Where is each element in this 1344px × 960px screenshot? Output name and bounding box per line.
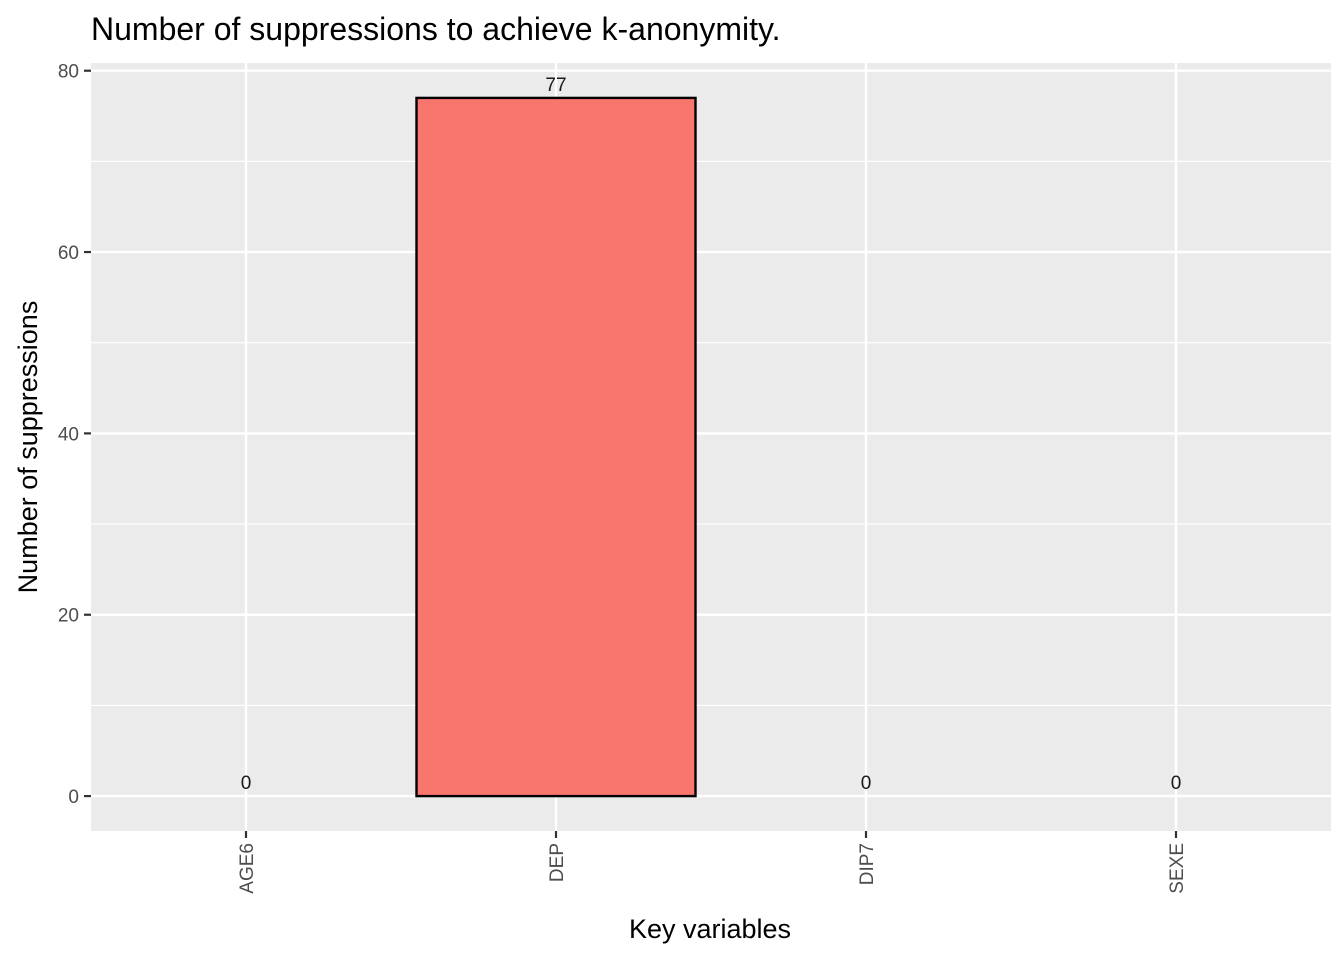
y-axis-title: Number of suppressions — [13, 301, 43, 594]
x-axis: AGE6 DEP DIP7 SEXE — [237, 831, 1188, 894]
bar-label-dep: 77 — [545, 75, 566, 96]
bar-label-age6: 0 — [241, 773, 252, 794]
y-tick-label: 60 — [58, 243, 79, 264]
bar-dep — [415, 96, 697, 798]
x-tick-label: DIP7 — [857, 843, 878, 885]
bars — [415, 96, 697, 798]
y-tick-label: 80 — [58, 62, 79, 83]
plot-panel — [91, 63, 1331, 831]
y-tick-label: 0 — [68, 787, 79, 808]
y-tick-label: 40 — [58, 424, 79, 445]
x-tick-label: SEXE — [1167, 843, 1188, 894]
x-tick-label: AGE6 — [237, 843, 258, 894]
y-tick-label: 20 — [58, 606, 79, 627]
x-tick-label: DEP — [547, 843, 568, 882]
x-axis-title: Key variables — [629, 914, 791, 944]
bar-label-sexe: 0 — [1171, 773, 1182, 794]
y-axis: 0 20 40 60 80 — [58, 62, 91, 808]
bar-value-labels: 0 77 0 0 — [241, 75, 1182, 794]
bar-label-dip7: 0 — [861, 773, 872, 794]
chart-title: Number of suppressions to achieve k-anon… — [91, 11, 781, 47]
minor-gridlines — [91, 160, 1331, 707]
